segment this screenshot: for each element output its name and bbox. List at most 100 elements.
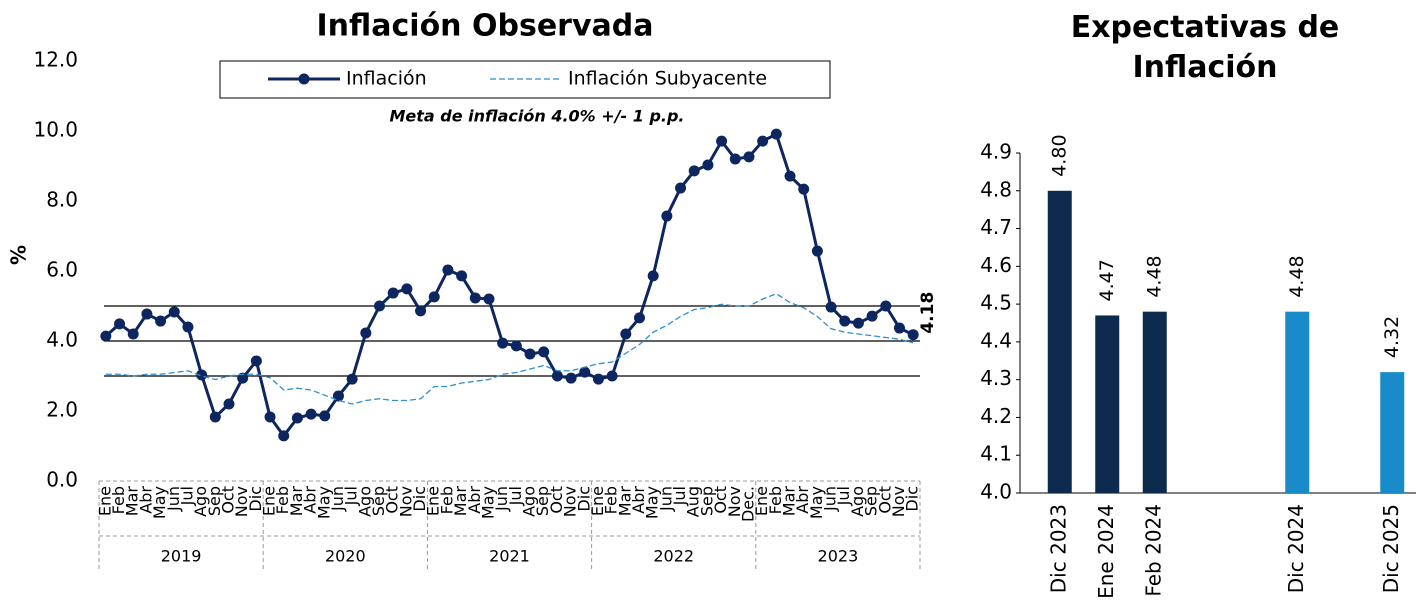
year-label: 2023 bbox=[818, 547, 859, 566]
x-tick-label: Ago bbox=[520, 486, 539, 517]
x-tick-label: Feb bbox=[273, 486, 292, 514]
x-tick-label: Oct bbox=[383, 486, 402, 514]
x-tick-label: Mar bbox=[123, 486, 142, 517]
point bbox=[415, 305, 427, 317]
x-tick-label: Oct bbox=[875, 486, 894, 514]
point bbox=[483, 293, 495, 305]
x-tick-label: Abr bbox=[465, 486, 484, 514]
point bbox=[442, 264, 454, 276]
point bbox=[784, 170, 796, 182]
point bbox=[346, 373, 358, 385]
point bbox=[182, 321, 194, 333]
x-tick-label: Oct bbox=[218, 486, 237, 514]
x-tick-label: Jul bbox=[834, 486, 853, 506]
x-tick-label: Nov bbox=[396, 486, 415, 517]
point bbox=[811, 245, 823, 257]
point bbox=[866, 310, 878, 322]
y-tick-label: 8.0 bbox=[46, 188, 78, 212]
x-tick-label: Ago bbox=[848, 486, 867, 517]
bar bbox=[1285, 311, 1310, 493]
point bbox=[319, 410, 331, 422]
point bbox=[757, 135, 769, 147]
year-label: 2019 bbox=[161, 547, 202, 566]
series-line bbox=[105, 293, 914, 405]
x-tick-label: Aug bbox=[684, 486, 703, 517]
x-tick-label: Nov bbox=[725, 486, 744, 517]
point bbox=[278, 430, 290, 442]
y-tick-label: 0.0 bbox=[46, 468, 78, 492]
point bbox=[825, 301, 837, 313]
x-tick-label: Nov bbox=[561, 486, 580, 517]
x-tick-label: Jul bbox=[342, 486, 361, 506]
point bbox=[360, 327, 372, 339]
x-tick-label: May bbox=[150, 486, 169, 519]
point bbox=[387, 287, 399, 299]
x-tick-label: Jun bbox=[821, 486, 840, 512]
point bbox=[291, 412, 303, 424]
x-tick-label: May bbox=[807, 486, 826, 519]
point bbox=[839, 315, 851, 327]
point bbox=[880, 300, 892, 312]
y-tick-label: 4.1 bbox=[980, 442, 1012, 466]
y-axis-label: % bbox=[7, 245, 31, 265]
legend-label: Inflación Subyacente bbox=[568, 68, 767, 90]
x-tick-label: Sep bbox=[697, 486, 716, 516]
chart-title: Inflación Observada bbox=[317, 9, 654, 44]
point bbox=[716, 135, 728, 147]
x-tick-label: Dic 2025 bbox=[1379, 504, 1403, 593]
point bbox=[565, 372, 577, 384]
y-tick-label: 4.4 bbox=[980, 328, 1012, 352]
point bbox=[729, 153, 741, 165]
x-tick-label: Jun bbox=[656, 486, 675, 512]
y-tick-label: 6.0 bbox=[46, 258, 78, 282]
point bbox=[401, 283, 413, 295]
data-label: 4.48 bbox=[1143, 255, 1165, 297]
point bbox=[893, 322, 905, 334]
y-tick-label: 4.0 bbox=[980, 480, 1012, 504]
point bbox=[907, 329, 919, 341]
x-tick-label: Jun bbox=[328, 486, 347, 512]
bar bbox=[1380, 372, 1405, 493]
x-tick-label: Jul bbox=[506, 486, 525, 506]
point bbox=[675, 182, 687, 194]
x-tick-label: Feb bbox=[109, 486, 128, 514]
x-tick-label: Abr bbox=[793, 486, 812, 514]
point bbox=[524, 348, 536, 360]
x-tick-label: Jun bbox=[164, 486, 183, 512]
point bbox=[374, 300, 386, 312]
y-tick-label: 2.0 bbox=[46, 398, 78, 422]
data-label: 4.18 bbox=[918, 292, 938, 334]
x-tick-label: Sep bbox=[533, 486, 552, 516]
point bbox=[497, 337, 509, 349]
y-tick-label: 4.6 bbox=[980, 253, 1012, 277]
x-tick-label: Dic bbox=[410, 486, 429, 512]
x-tick-label: Abr bbox=[301, 486, 320, 514]
x-tick-label: Feb bbox=[766, 486, 785, 514]
year-label: 2022 bbox=[653, 547, 694, 566]
x-tick-label: Mar bbox=[780, 486, 799, 517]
point bbox=[127, 328, 139, 340]
point bbox=[702, 159, 714, 171]
point bbox=[688, 165, 700, 177]
x-tick-label: Ene bbox=[588, 486, 607, 516]
x-tick-label: Sep bbox=[862, 486, 881, 516]
point bbox=[209, 411, 221, 423]
point bbox=[100, 330, 112, 342]
point bbox=[155, 315, 167, 327]
point bbox=[332, 390, 344, 402]
x-tick-label: Nov bbox=[232, 486, 251, 517]
point bbox=[770, 128, 782, 140]
x-tick-label: Abr bbox=[136, 486, 155, 514]
x-tick-label: Ene bbox=[260, 486, 279, 516]
x-tick-label: Ene bbox=[752, 486, 771, 516]
x-tick-label: Ene bbox=[424, 486, 443, 516]
x-tick-label: Oct bbox=[711, 486, 730, 514]
y-tick-label: 10.0 bbox=[33, 118, 78, 142]
point bbox=[196, 369, 208, 381]
x-tick-label: Sep bbox=[369, 486, 388, 516]
x-tick-label: Feb 2024 bbox=[1141, 504, 1165, 597]
chart-title: Expectativas de Inflación bbox=[1070, 10, 1340, 85]
y-tick-label: 4.7 bbox=[980, 215, 1012, 239]
